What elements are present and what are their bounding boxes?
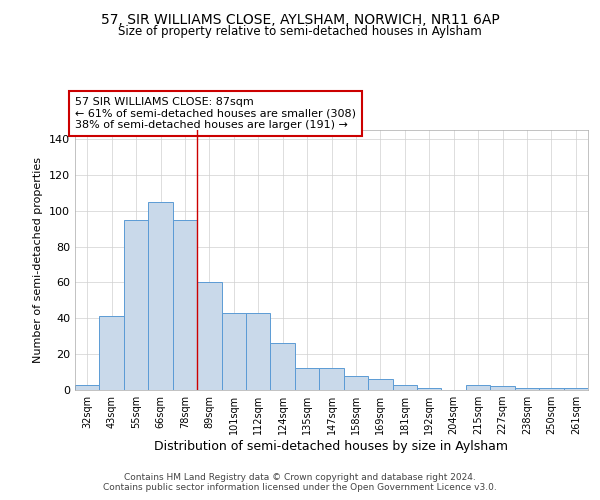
Y-axis label: Number of semi-detached properties: Number of semi-detached properties [34,157,43,363]
Bar [197,282,221,390]
Bar [515,388,539,390]
Bar [563,388,588,390]
Bar [539,388,563,390]
Bar [344,376,368,390]
Bar [148,202,173,390]
Bar [417,388,442,390]
Bar [173,220,197,390]
Bar [319,368,344,390]
Text: Contains HM Land Registry data © Crown copyright and database right 2024.: Contains HM Land Registry data © Crown c… [124,472,476,482]
Text: Size of property relative to semi-detached houses in Aylsham: Size of property relative to semi-detach… [118,25,482,38]
Bar [100,316,124,390]
X-axis label: Distribution of semi-detached houses by size in Aylsham: Distribution of semi-detached houses by … [155,440,509,453]
Bar [295,368,319,390]
Bar [246,313,271,390]
Bar [490,386,515,390]
Bar [124,220,148,390]
Bar [271,344,295,390]
Bar [466,384,490,390]
Bar [392,384,417,390]
Text: 57 SIR WILLIAMS CLOSE: 87sqm
← 61% of semi-detached houses are smaller (308)
38%: 57 SIR WILLIAMS CLOSE: 87sqm ← 61% of se… [75,97,356,130]
Text: 57, SIR WILLIAMS CLOSE, AYLSHAM, NORWICH, NR11 6AP: 57, SIR WILLIAMS CLOSE, AYLSHAM, NORWICH… [101,12,499,26]
Bar [221,313,246,390]
Bar [75,384,100,390]
Bar [368,379,392,390]
Text: Contains public sector information licensed under the Open Government Licence v3: Contains public sector information licen… [103,484,497,492]
